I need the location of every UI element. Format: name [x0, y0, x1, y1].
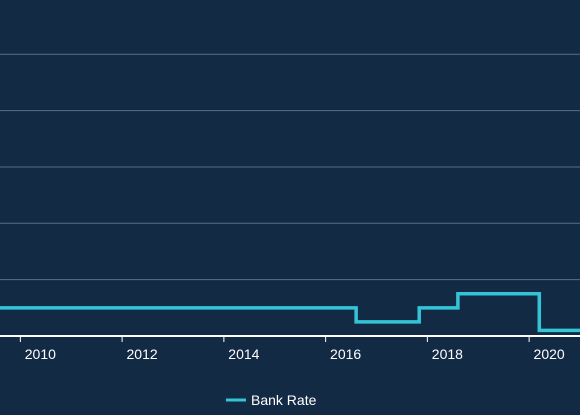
- x-tick-label-2010: 2010: [25, 346, 56, 362]
- series-line-0: [0, 291, 580, 333]
- series-group: [0, 291, 580, 333]
- gridlines: [0, 53, 580, 281]
- legend-label-bank-rate: Bank Rate: [251, 392, 317, 408]
- x-tick-label-2014: 2014: [228, 346, 259, 362]
- x-tick-label-2016: 2016: [330, 346, 361, 362]
- x-tick-label-2018: 2018: [432, 346, 463, 362]
- x-tick-label-2012: 2012: [127, 346, 158, 362]
- x-axis-ticks: 2010 2012 2014 2016 2018 2020: [19, 336, 565, 362]
- x-tick-label-2020: 2020: [534, 346, 565, 362]
- legend[interactable]: Bank Rate: [226, 392, 317, 408]
